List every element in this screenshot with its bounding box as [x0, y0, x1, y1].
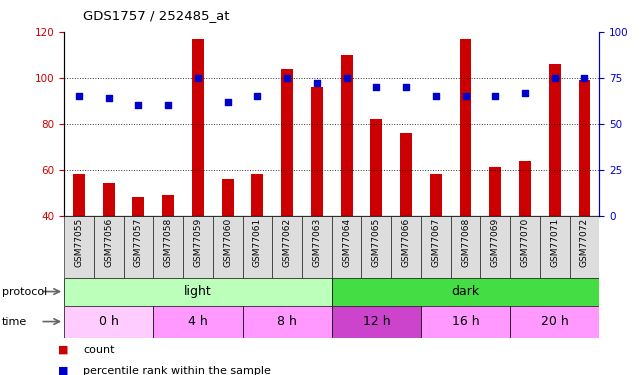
Bar: [362, 216, 391, 278]
Bar: [213, 216, 242, 278]
Bar: [242, 306, 332, 338]
Point: [460, 93, 470, 99]
Bar: [370, 119, 382, 216]
Text: percentile rank within the sample: percentile rank within the sample: [83, 366, 271, 375]
Bar: [162, 195, 174, 216]
Text: 16 h: 16 h: [452, 315, 479, 328]
Point: [579, 75, 590, 81]
Bar: [549, 64, 561, 216]
Text: GSM77058: GSM77058: [163, 217, 172, 267]
Bar: [489, 167, 501, 216]
Text: light: light: [184, 285, 212, 298]
Point: [549, 75, 560, 81]
Text: dark: dark: [451, 285, 479, 298]
Bar: [421, 216, 451, 278]
Point: [74, 93, 84, 99]
Bar: [332, 216, 362, 278]
Bar: [519, 160, 531, 216]
Bar: [540, 216, 570, 278]
Point: [342, 75, 352, 81]
Bar: [251, 174, 263, 216]
Bar: [460, 39, 472, 216]
Text: GSM77065: GSM77065: [372, 217, 381, 267]
Text: GSM77066: GSM77066: [401, 217, 410, 267]
Bar: [281, 69, 293, 216]
Point: [282, 75, 292, 81]
Text: GSM77068: GSM77068: [461, 217, 470, 267]
Point: [401, 84, 411, 90]
Text: GSM77059: GSM77059: [194, 217, 203, 267]
Bar: [64, 278, 332, 306]
Text: GSM77061: GSM77061: [253, 217, 262, 267]
Bar: [340, 55, 353, 216]
Point: [133, 102, 144, 108]
Point: [222, 99, 233, 105]
Text: time: time: [2, 316, 27, 327]
Bar: [451, 216, 480, 278]
Bar: [579, 80, 590, 216]
Text: 12 h: 12 h: [363, 315, 390, 328]
Point: [193, 75, 203, 81]
Point: [312, 80, 322, 86]
Bar: [272, 216, 302, 278]
Bar: [192, 39, 204, 216]
Text: ■: ■: [58, 345, 68, 355]
Bar: [222, 179, 233, 216]
Text: GSM77064: GSM77064: [342, 217, 351, 267]
Text: 4 h: 4 h: [188, 315, 208, 328]
Point: [253, 93, 263, 99]
Text: GSM77056: GSM77056: [104, 217, 113, 267]
Point: [490, 93, 501, 99]
Text: GSM77071: GSM77071: [550, 217, 559, 267]
Text: GSM77069: GSM77069: [491, 217, 500, 267]
Bar: [430, 174, 442, 216]
Point: [520, 90, 530, 96]
Bar: [510, 306, 599, 338]
Bar: [510, 216, 540, 278]
Text: GSM77072: GSM77072: [580, 217, 589, 267]
Text: GSM77062: GSM77062: [283, 217, 292, 267]
Text: 8 h: 8 h: [277, 315, 297, 328]
Text: 0 h: 0 h: [99, 315, 119, 328]
Bar: [124, 216, 153, 278]
Bar: [400, 133, 412, 216]
Point: [371, 84, 381, 90]
Bar: [332, 306, 421, 338]
Text: GSM77070: GSM77070: [520, 217, 529, 267]
Text: GSM77057: GSM77057: [134, 217, 143, 267]
Text: GSM77055: GSM77055: [74, 217, 83, 267]
Text: GSM77067: GSM77067: [431, 217, 440, 267]
Bar: [311, 87, 323, 216]
Bar: [64, 306, 153, 338]
Text: GSM77060: GSM77060: [223, 217, 232, 267]
Text: GSM77063: GSM77063: [312, 217, 321, 267]
Point: [431, 93, 441, 99]
Text: ■: ■: [58, 366, 68, 375]
Bar: [103, 183, 115, 216]
Text: protocol: protocol: [2, 286, 47, 297]
Bar: [183, 216, 213, 278]
Bar: [421, 306, 510, 338]
Bar: [391, 216, 421, 278]
Bar: [64, 216, 94, 278]
Bar: [133, 197, 144, 216]
Bar: [73, 174, 85, 216]
Text: GDS1757 / 252485_at: GDS1757 / 252485_at: [83, 9, 230, 22]
Bar: [242, 216, 272, 278]
Bar: [153, 306, 242, 338]
Text: count: count: [83, 345, 115, 355]
Bar: [94, 216, 124, 278]
Bar: [480, 216, 510, 278]
Bar: [302, 216, 331, 278]
Point: [104, 95, 114, 101]
Bar: [332, 278, 599, 306]
Text: 20 h: 20 h: [541, 315, 569, 328]
Bar: [570, 216, 599, 278]
Bar: [153, 216, 183, 278]
Point: [163, 102, 173, 108]
